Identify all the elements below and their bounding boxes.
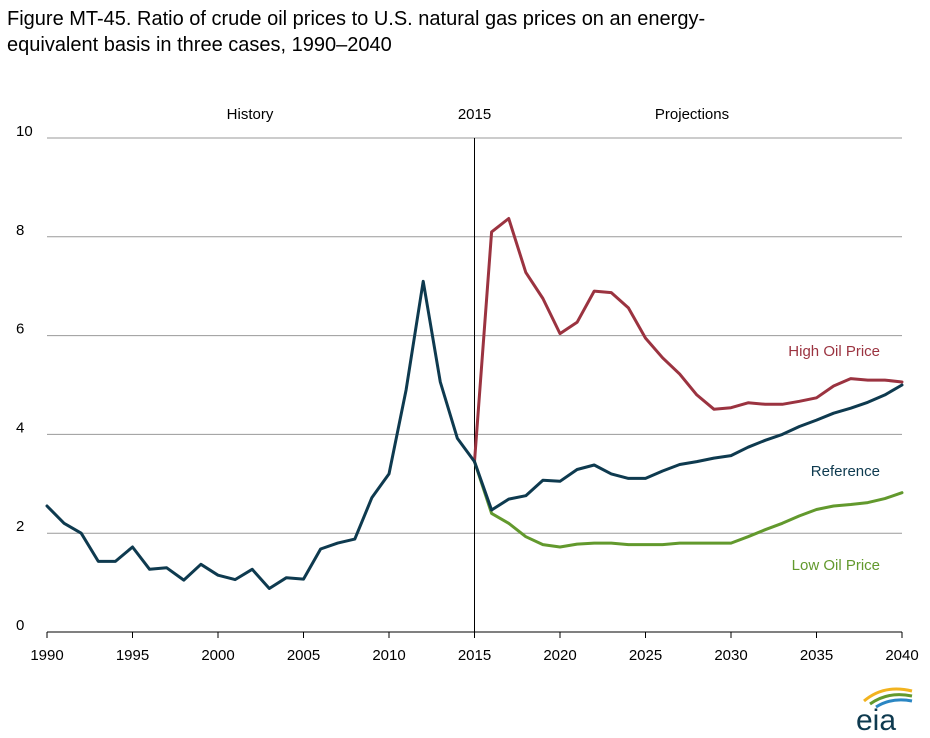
y-tick-label-6: 6	[16, 321, 24, 338]
series-line-high-oil-price	[473, 217, 904, 464]
x-tick-label-1990: 1990	[30, 647, 63, 664]
logo-arc-blue	[875, 698, 913, 709]
x-axis: 1990 1995 2000 2005 2010 2015 2020 2025 2030 2035…	[30, 631, 919, 664]
chart-title-line2: equivalent basis in three cases, 1990–20…	[7, 34, 392, 56]
chart-title-line1: Figure MT-45. Ratio of crude oil prices …	[7, 8, 706, 30]
logo-arc-green	[869, 693, 913, 706]
y-tick-label-10: 10	[16, 123, 33, 140]
series-line-reference	[473, 383, 904, 512]
logo-arc-yellow	[863, 687, 913, 703]
y-axis: 0 2 4 6 8 10	[16, 123, 33, 634]
x-tick-label-2015: 2015	[458, 647, 491, 664]
series-group	[45, 217, 904, 590]
annotations: History 2015 Projections	[227, 106, 729, 123]
annotation-history: History	[227, 106, 274, 123]
x-tick-label-2035: 2035	[800, 647, 833, 664]
y-tick-label-4: 4	[16, 419, 24, 436]
x-tick-label-1995: 1995	[116, 647, 149, 664]
y-tick-label-8: 8	[16, 222, 24, 239]
annotation-projections: Projections	[655, 106, 729, 123]
x-tick-label-2005: 2005	[287, 647, 320, 664]
series-label-high-oil-price: High Oil Price	[788, 343, 880, 360]
logo-text: eia	[856, 704, 896, 734]
series-line-history	[45, 279, 476, 590]
series-label-reference: Reference	[811, 463, 880, 480]
x-tick-label-2010: 2010	[372, 647, 405, 664]
series-labels: High Oil Price Reference Low Oil Price	[788, 343, 880, 574]
x-tick-label-2025: 2025	[629, 647, 662, 664]
x-tick-label-2020: 2020	[543, 647, 576, 664]
y-tick-label-0: 0	[16, 617, 24, 634]
eia-logo: eia	[856, 687, 913, 734]
x-tick-label-2030: 2030	[714, 647, 747, 664]
series-label-low-oil-price: Low Oil Price	[792, 557, 880, 574]
x-tick-label-2040: 2040	[885, 647, 918, 664]
annotation-divider-year: 2015	[458, 106, 491, 123]
x-tick-label-2000: 2000	[201, 647, 234, 664]
chart-title: Figure MT-45. Ratio of crude oil prices …	[7, 6, 907, 58]
y-tick-label-2: 2	[16, 518, 24, 535]
series-line-low-oil-price	[473, 460, 904, 549]
